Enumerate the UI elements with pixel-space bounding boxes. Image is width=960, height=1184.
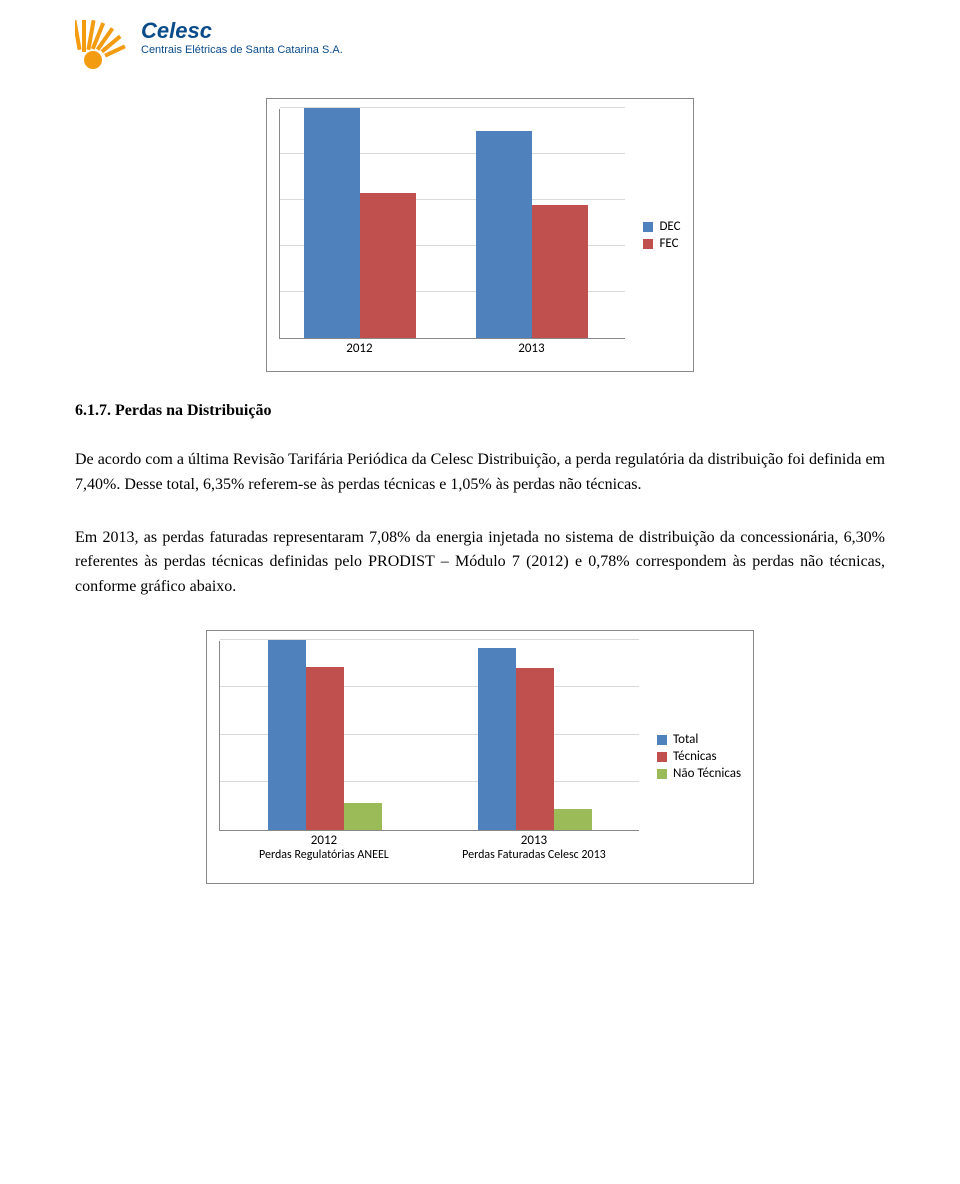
bar [532, 205, 588, 338]
logo-subtitle: Centrais Elétricas de Santa Catarina S.A… [141, 44, 343, 56]
page: Celesc Centrais Elétricas de Santa Catar… [0, 0, 960, 944]
section: 6.1.7. Perdas na Distribuição De acordo … [75, 402, 885, 600]
bar [360, 193, 416, 338]
x-label-bottom: Perdas Regulatórias ANEEL [234, 848, 414, 862]
plot-area [279, 109, 625, 339]
legend-swatch [643, 239, 653, 249]
legend-item: DEC [643, 219, 680, 234]
legend: Total Técnicas Não Técnicas [657, 732, 741, 781]
legend-item: Total [657, 732, 741, 747]
legend-swatch [657, 752, 667, 762]
legend-label: Não Técnicas [673, 766, 741, 781]
legend-label: Total [673, 732, 698, 747]
x-label: 2012 [269, 341, 449, 356]
bar [476, 131, 532, 338]
chart1-wrap: 20122013 DEC FEC [75, 98, 885, 372]
legend-label: FEC [659, 236, 678, 251]
bar [554, 809, 592, 830]
chart1: 20122013 DEC FEC [266, 98, 693, 372]
bar [516, 668, 554, 830]
legend-swatch [643, 222, 653, 232]
legend-label: Técnicas [673, 749, 717, 764]
section-heading: 6.1.7. Perdas na Distribuição [75, 402, 885, 420]
legend: DEC FEC [643, 219, 680, 251]
bar [478, 648, 516, 830]
logo-name: Celesc [141, 20, 343, 42]
bar [306, 667, 344, 830]
paragraph-2: Em 2013, as perdas faturadas representar… [75, 526, 885, 600]
legend-item: Técnicas [657, 749, 741, 764]
legend-swatch [657, 735, 667, 745]
x-label-top: 2012 [234, 833, 414, 848]
x-label-top: 2013 [444, 833, 624, 848]
chart2: 2012Perdas Regulatórias ANEEL2013Perdas … [206, 630, 754, 884]
x-axis: 2012Perdas Regulatórias ANEEL2013Perdas … [219, 833, 639, 873]
bar [268, 640, 306, 830]
x-label-bottom: Perdas Faturadas Celesc 2013 [444, 848, 624, 862]
chart2-wrap: 2012Perdas Regulatórias ANEEL2013Perdas … [75, 630, 885, 884]
x-label: 2013Perdas Faturadas Celesc 2013 [444, 833, 624, 862]
legend-label: DEC [659, 219, 680, 234]
bar [304, 108, 360, 338]
plot-area [219, 641, 639, 831]
x-axis: 20122013 [279, 341, 625, 361]
plot-column: 20122013 [279, 109, 625, 361]
legend-item: FEC [643, 236, 680, 251]
x-label: 2013 [441, 341, 621, 356]
paragraph-1: De acordo com a última Revisão Tarifária… [75, 448, 885, 498]
logo-text: Celesc Centrais Elétricas de Santa Catar… [141, 20, 343, 56]
bar [344, 803, 382, 830]
x-label: 2012Perdas Regulatórias ANEEL [234, 833, 414, 862]
legend-swatch [657, 769, 667, 779]
plot-column: 2012Perdas Regulatórias ANEEL2013Perdas … [219, 641, 639, 873]
legend-item: Não Técnicas [657, 766, 741, 781]
logo-sun-icon [75, 20, 133, 78]
logo-header: Celesc Centrais Elétricas de Santa Catar… [75, 20, 885, 78]
